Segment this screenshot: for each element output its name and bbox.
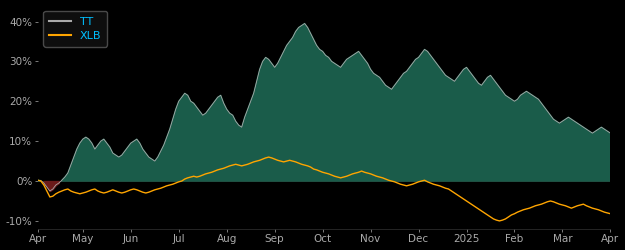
Legend: TT, XLB: TT, XLB xyxy=(43,11,107,47)
